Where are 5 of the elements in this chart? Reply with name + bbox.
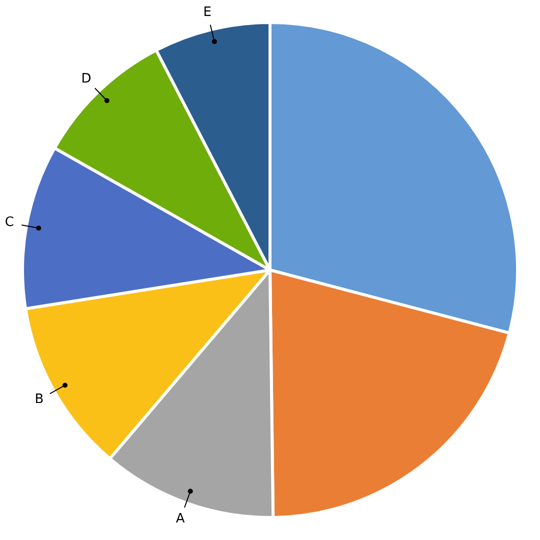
slice-label: B [34, 392, 44, 408]
slice-label: E [203, 5, 212, 20]
slice-label: A [176, 512, 185, 527]
slice-label: D [81, 72, 92, 87]
slice-label: C [4, 215, 14, 230]
